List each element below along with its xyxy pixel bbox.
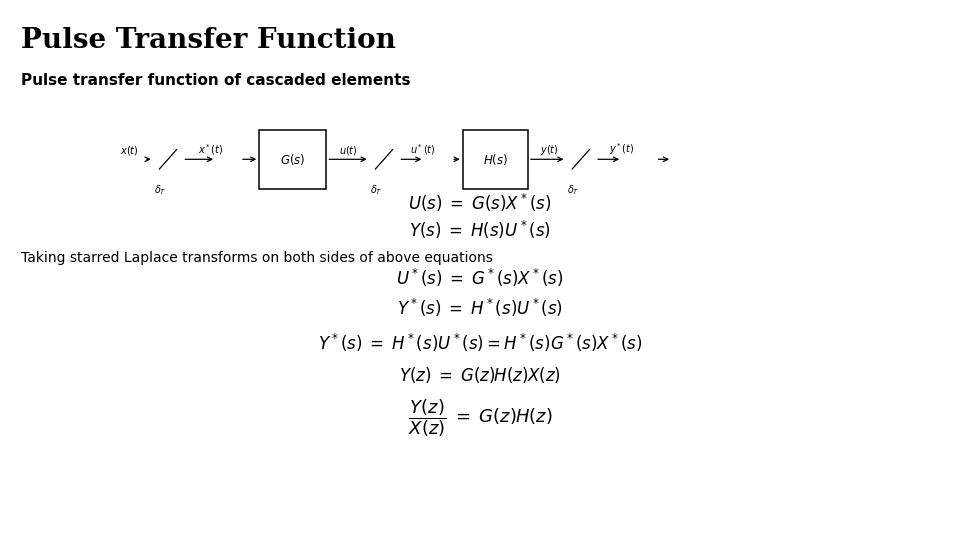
Text: $x^*(t)$: $x^*(t)$: [199, 142, 224, 157]
Text: Taking starred Laplace transforms on both sides of above equations: Taking starred Laplace transforms on bot…: [21, 251, 493, 265]
Text: $G(s)$: $G(s)$: [280, 152, 305, 167]
Text: $y(t)$: $y(t)$: [540, 143, 559, 157]
Text: $Y^*(s)\;=\;H^*(s)U^*(s) = H^*(s)G^*(s)X^*(s)$: $Y^*(s)\;=\;H^*(s)U^*(s) = H^*(s)G^*(s)X…: [318, 332, 642, 354]
Text: $U^*(s)\;=\;G^*(s)X^*(s)$: $U^*(s)\;=\;G^*(s)X^*(s)$: [396, 267, 564, 289]
Text: $H(s)$: $H(s)$: [483, 152, 508, 167]
Text: Pulse transfer function of cascaded elements: Pulse transfer function of cascaded elem…: [21, 73, 411, 88]
Text: $\delta_T$: $\delta_T$: [154, 184, 167, 198]
Text: Pulse Transfer Function: Pulse Transfer Function: [21, 27, 396, 54]
Bar: [463, 130, 528, 189]
Text: $y^*(t)$: $y^*(t)$: [610, 141, 635, 157]
Text: $x(t)$: $x(t)$: [120, 144, 139, 157]
Text: $Y^*(s)\;=\;H^*(s)U^*(s)$: $Y^*(s)\;=\;H^*(s)U^*(s)$: [397, 297, 563, 319]
Text: $\delta_T$: $\delta_T$: [370, 184, 383, 198]
Bar: [259, 130, 326, 189]
Text: $\dfrac{Y(z)}{X(z)}\;=\;G(z)H(z)$: $\dfrac{Y(z)}{X(z)}\;=\;G(z)H(z)$: [408, 397, 552, 440]
Text: $u(t)$: $u(t)$: [339, 144, 358, 157]
Text: $\delta_T$: $\delta_T$: [566, 184, 580, 198]
Text: $Y(z)\;=\;G(z)H(z)X(z)$: $Y(z)\;=\;G(z)H(z)X(z)$: [399, 365, 561, 386]
Text: $U(s)\;=\;G(s)X^*(s)$: $U(s)\;=\;G(s)X^*(s)$: [408, 192, 552, 213]
Text: $Y(s)\;=\;H(s)U^*(s)$: $Y(s)\;=\;H(s)U^*(s)$: [409, 219, 551, 240]
Text: $u^*(t)$: $u^*(t)$: [410, 142, 435, 157]
